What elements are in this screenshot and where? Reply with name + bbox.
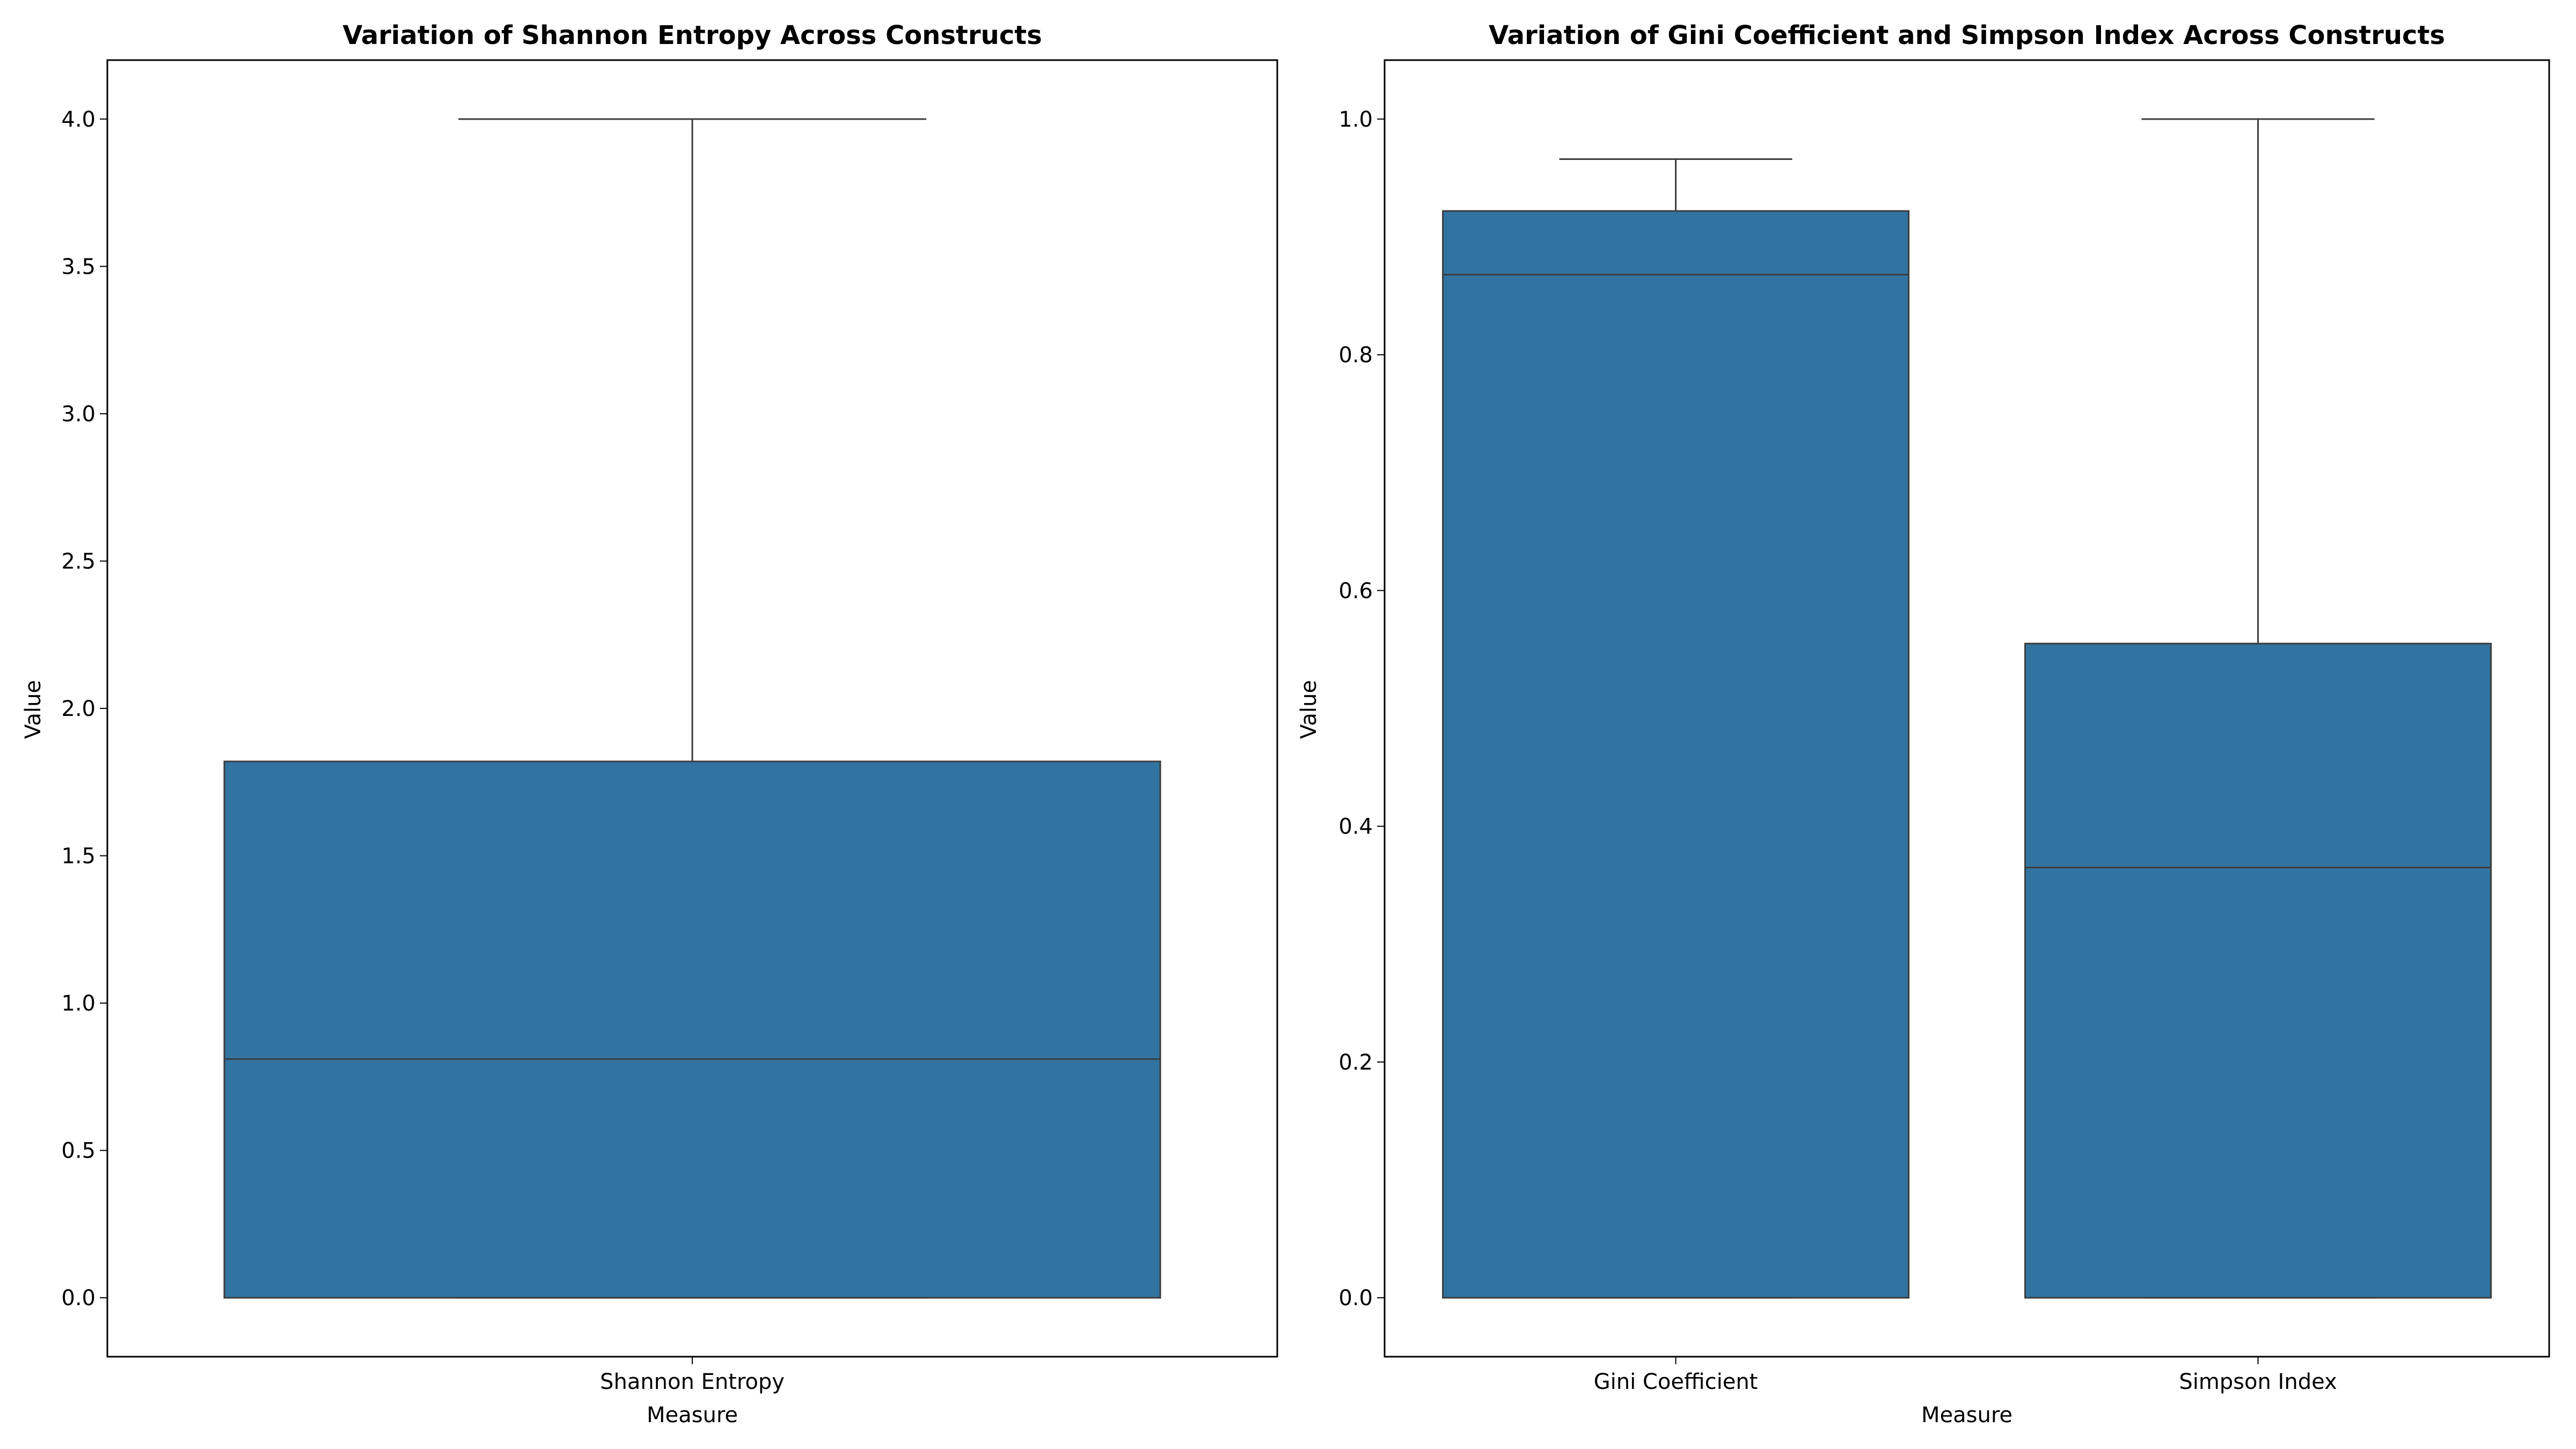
y-tick-label: 3.5 [61,254,96,279]
y-tick-label: 2.0 [61,697,96,721]
box [1442,210,1909,1299]
x-tick-label: Simpson Index [2179,1370,2337,1394]
y-axis-label: Value [21,680,46,739]
y-tick-label: 0.6 [1338,579,1373,603]
plot-area: 0.0 0.2 0.4 0.6 0.8 1.0 Gini Coefficient Simpso… [1338,59,2550,1394]
y-tick-label: 0.8 [1338,343,1373,368]
y-tick-label: 1.0 [1338,107,1373,132]
box [223,760,1161,1299]
y-tick-label: 0.0 [1338,1286,1373,1311]
chart-panel-gini-simpson: Variation of Gini Coefficient and Simpso… [1297,20,2550,1428]
y-tick-label: 1.5 [61,844,96,869]
y-tick-label: 3.0 [61,402,96,427]
y-tick-label: 0.0 [61,1286,96,1311]
y-tick-label: 2.5 [61,549,96,574]
y-tick-label: 0.4 [1338,815,1373,839]
chart-title: Variation of Shannon Entropy Across Cons… [342,20,1042,50]
x-axis-label: Measure [1921,1403,2012,1428]
box [2024,642,2492,1299]
y-tick-label: 0.5 [61,1139,96,1163]
x-tick-label: Shannon Entropy [600,1370,785,1394]
y-tick-label: 0.2 [1338,1050,1373,1075]
chart-title: Variation of Gini Coefficient and Simpso… [1489,20,2445,50]
y-tick-label: 4.0 [61,107,96,132]
y-axis-label: Value [1297,680,1321,739]
chart-panel-shannon: Variation of Shannon Entropy Across Cons… [21,20,1278,1428]
x-axis-label: Measure [647,1403,738,1428]
axes-frame [1384,59,2550,1358]
axes-frame [106,59,1278,1358]
y-tick-label: 1.0 [61,991,96,1016]
plot-area: 0.0 0.5 1.0 1.5 2.0 2.5 3.0 3.5 4.0 Shannon Entro… [61,59,1278,1394]
x-tick-label: Gini Coefficient [1594,1370,1758,1394]
